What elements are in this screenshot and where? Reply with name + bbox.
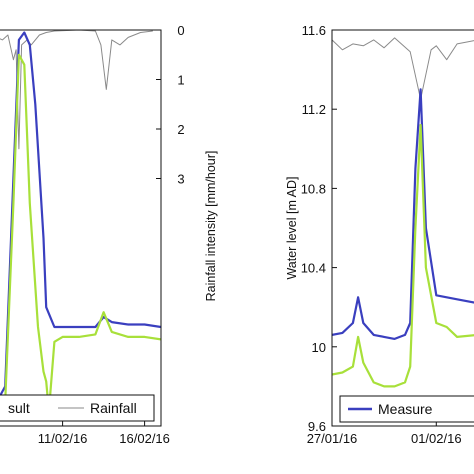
legend-label: Measure <box>378 401 433 417</box>
legend-label: sult <box>8 400 30 416</box>
y-tick-label: 10 <box>312 340 326 355</box>
plot-frame <box>331 29 474 427</box>
y-axis-title: Rainfall intensity [mm/hour] <box>204 151 218 302</box>
y-axis-title: Water level [m AD] <box>285 176 299 279</box>
x-tick-label: 27/01/16 <box>307 431 358 446</box>
rainfall-line <box>0 30 153 150</box>
y-tick-label: 10.8 <box>301 181 326 196</box>
x-tick-label: 11/02/16 <box>38 431 88 446</box>
x-tick-label: 16/02/16 <box>119 431 170 446</box>
y-tick-label: 3 <box>177 172 184 187</box>
left-panel: 11/02/16 16/02/16 0 1 2 3 Rainfall intensity [… <box>0 23 218 446</box>
y-tick-label: 1 <box>177 73 184 88</box>
measure-line <box>332 88 474 340</box>
plot-area <box>332 37 474 388</box>
legend: Measure <box>339 395 474 423</box>
y-tick-label: 10.4 <box>301 261 326 276</box>
plot-area <box>0 30 161 413</box>
series-1-line <box>332 37 474 100</box>
y-tick-label: 11.6 <box>302 23 326 38</box>
right-panel: 27/01/16 01/02/16 9.6 10 10.4 10.8 11.2 11.6 Wat… <box>285 23 474 446</box>
x-tick-label: 01/02/16 <box>411 431 462 446</box>
series-3-line <box>332 123 474 388</box>
series-3-line <box>0 53 161 413</box>
plot-frame <box>0 29 162 427</box>
y-tick-label: 0 <box>177 23 184 38</box>
legend: sult Rainfall <box>0 394 155 422</box>
y-tick-label: 11.2 <box>302 102 326 117</box>
legend-label: Rainfall <box>90 400 137 416</box>
y-tick-label: 9.6 <box>308 419 326 434</box>
y-tick-label: 2 <box>177 122 184 137</box>
